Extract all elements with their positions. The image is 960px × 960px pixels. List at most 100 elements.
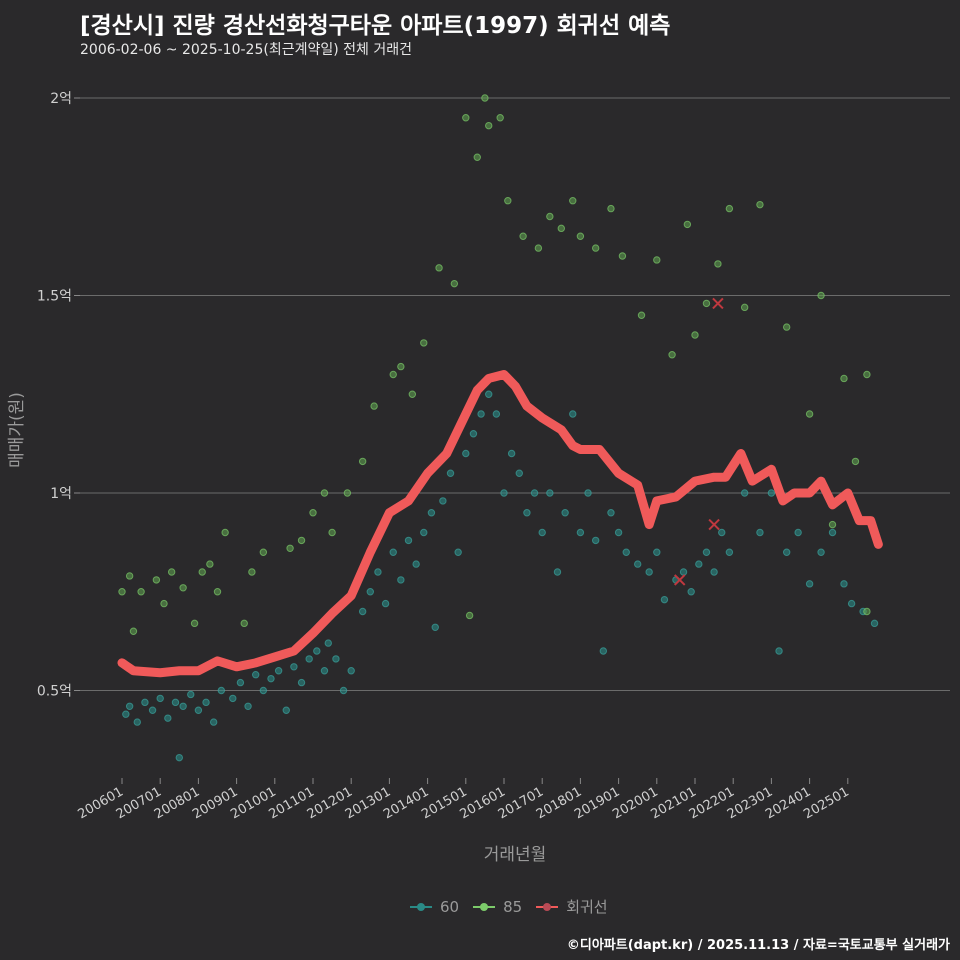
point-60 (546, 489, 554, 497)
point-60 (156, 694, 164, 703)
point-60 (404, 536, 413, 545)
point-60 (236, 678, 245, 687)
point-85 (668, 351, 676, 359)
legend-item-regression[interactable]: 회귀선 (536, 896, 608, 917)
point-60 (397, 576, 405, 584)
point-85 (118, 588, 126, 596)
point-85 (297, 536, 306, 545)
legend-item-85[interactable]: 85 (473, 898, 522, 916)
legend-swatch-60 (410, 902, 432, 911)
highlight-x-marker (708, 518, 720, 531)
point-85 (496, 114, 504, 122)
point-85 (863, 370, 871, 379)
point-60 (389, 548, 397, 556)
point-60 (420, 528, 428, 537)
y-axis-label: 매매가(원) (7, 392, 27, 468)
point-85 (840, 374, 848, 383)
point-60 (164, 714, 172, 722)
point-85 (481, 94, 489, 102)
point-60 (805, 580, 814, 588)
point-60 (274, 667, 283, 675)
point-85 (167, 568, 176, 576)
point-85 (179, 584, 187, 592)
point-85 (725, 204, 734, 213)
point-85 (504, 197, 512, 205)
point-85 (370, 402, 378, 410)
point-85 (206, 560, 214, 568)
point-60 (702, 548, 711, 556)
point-85 (473, 153, 481, 161)
point-85 (817, 291, 825, 300)
point-60 (870, 619, 879, 628)
legend-label-regression: 회귀선 (566, 898, 608, 916)
point-60 (507, 449, 516, 458)
point-60 (171, 698, 180, 707)
point-60 (381, 599, 390, 608)
point-60 (148, 706, 157, 714)
point-60 (725, 548, 734, 556)
footer-credit: ©디아파트(dapt.kr) / 2025.11.13 / 자료=국토교통부 실… (566, 938, 950, 953)
point-60 (523, 509, 531, 517)
point-60 (209, 718, 218, 726)
point-60 (828, 528, 837, 537)
point-60 (538, 528, 546, 537)
point-60 (244, 702, 252, 710)
point-60 (320, 667, 329, 675)
legend: 60 85 회귀선 (410, 896, 608, 917)
point-60 (339, 686, 348, 695)
legend-swatch-regression (536, 902, 559, 911)
point-60 (194, 706, 203, 714)
point-60 (446, 469, 455, 477)
legend-label-85: 85 (503, 897, 523, 916)
point-60 (358, 607, 367, 616)
point-85 (389, 370, 397, 379)
point-85 (397, 362, 405, 371)
point-85 (805, 410, 814, 418)
point-85 (240, 619, 248, 628)
point-60 (125, 702, 134, 710)
point-60 (282, 706, 290, 714)
point-60 (653, 548, 661, 556)
point-85 (782, 323, 791, 331)
point-60 (324, 639, 332, 647)
point-60 (718, 528, 726, 537)
y-tick-label: 1.5억 (37, 289, 72, 305)
point-60 (267, 674, 275, 683)
point-60 (530, 489, 539, 497)
point-60 (492, 410, 501, 418)
point-85 (863, 607, 871, 616)
point-85 (740, 303, 749, 312)
legend-item-60[interactable]: 60 (410, 898, 459, 916)
point-60 (454, 548, 462, 556)
legend-swatch-85 (473, 902, 496, 911)
point-85 (320, 489, 329, 497)
point-60 (687, 588, 695, 596)
point-60 (179, 702, 187, 710)
point-85 (221, 528, 229, 537)
point-60 (591, 536, 600, 545)
point-60 (305, 655, 313, 663)
point-60 (374, 568, 382, 576)
point-85 (702, 299, 711, 308)
point-60 (817, 548, 825, 556)
point-60 (622, 548, 630, 556)
point-60 (229, 694, 237, 703)
point-60 (462, 449, 470, 458)
point-60 (634, 560, 642, 568)
point-60 (645, 568, 653, 576)
point-85 (420, 339, 428, 347)
point-60 (679, 568, 688, 576)
chart-title: [경산시] 진량 경산선화청구타운 아파트(1997) 회귀선 예측 (80, 13, 671, 39)
point-60 (202, 698, 210, 707)
point-60 (439, 497, 447, 505)
highlight-x-marker (712, 297, 724, 310)
point-60 (695, 560, 703, 568)
regression-line (117, 370, 883, 678)
point-60 (561, 509, 569, 517)
point-60 (427, 509, 436, 517)
point-85 (591, 244, 600, 252)
point-85 (248, 568, 256, 576)
point-85 (618, 252, 627, 260)
point-60 (133, 718, 141, 726)
